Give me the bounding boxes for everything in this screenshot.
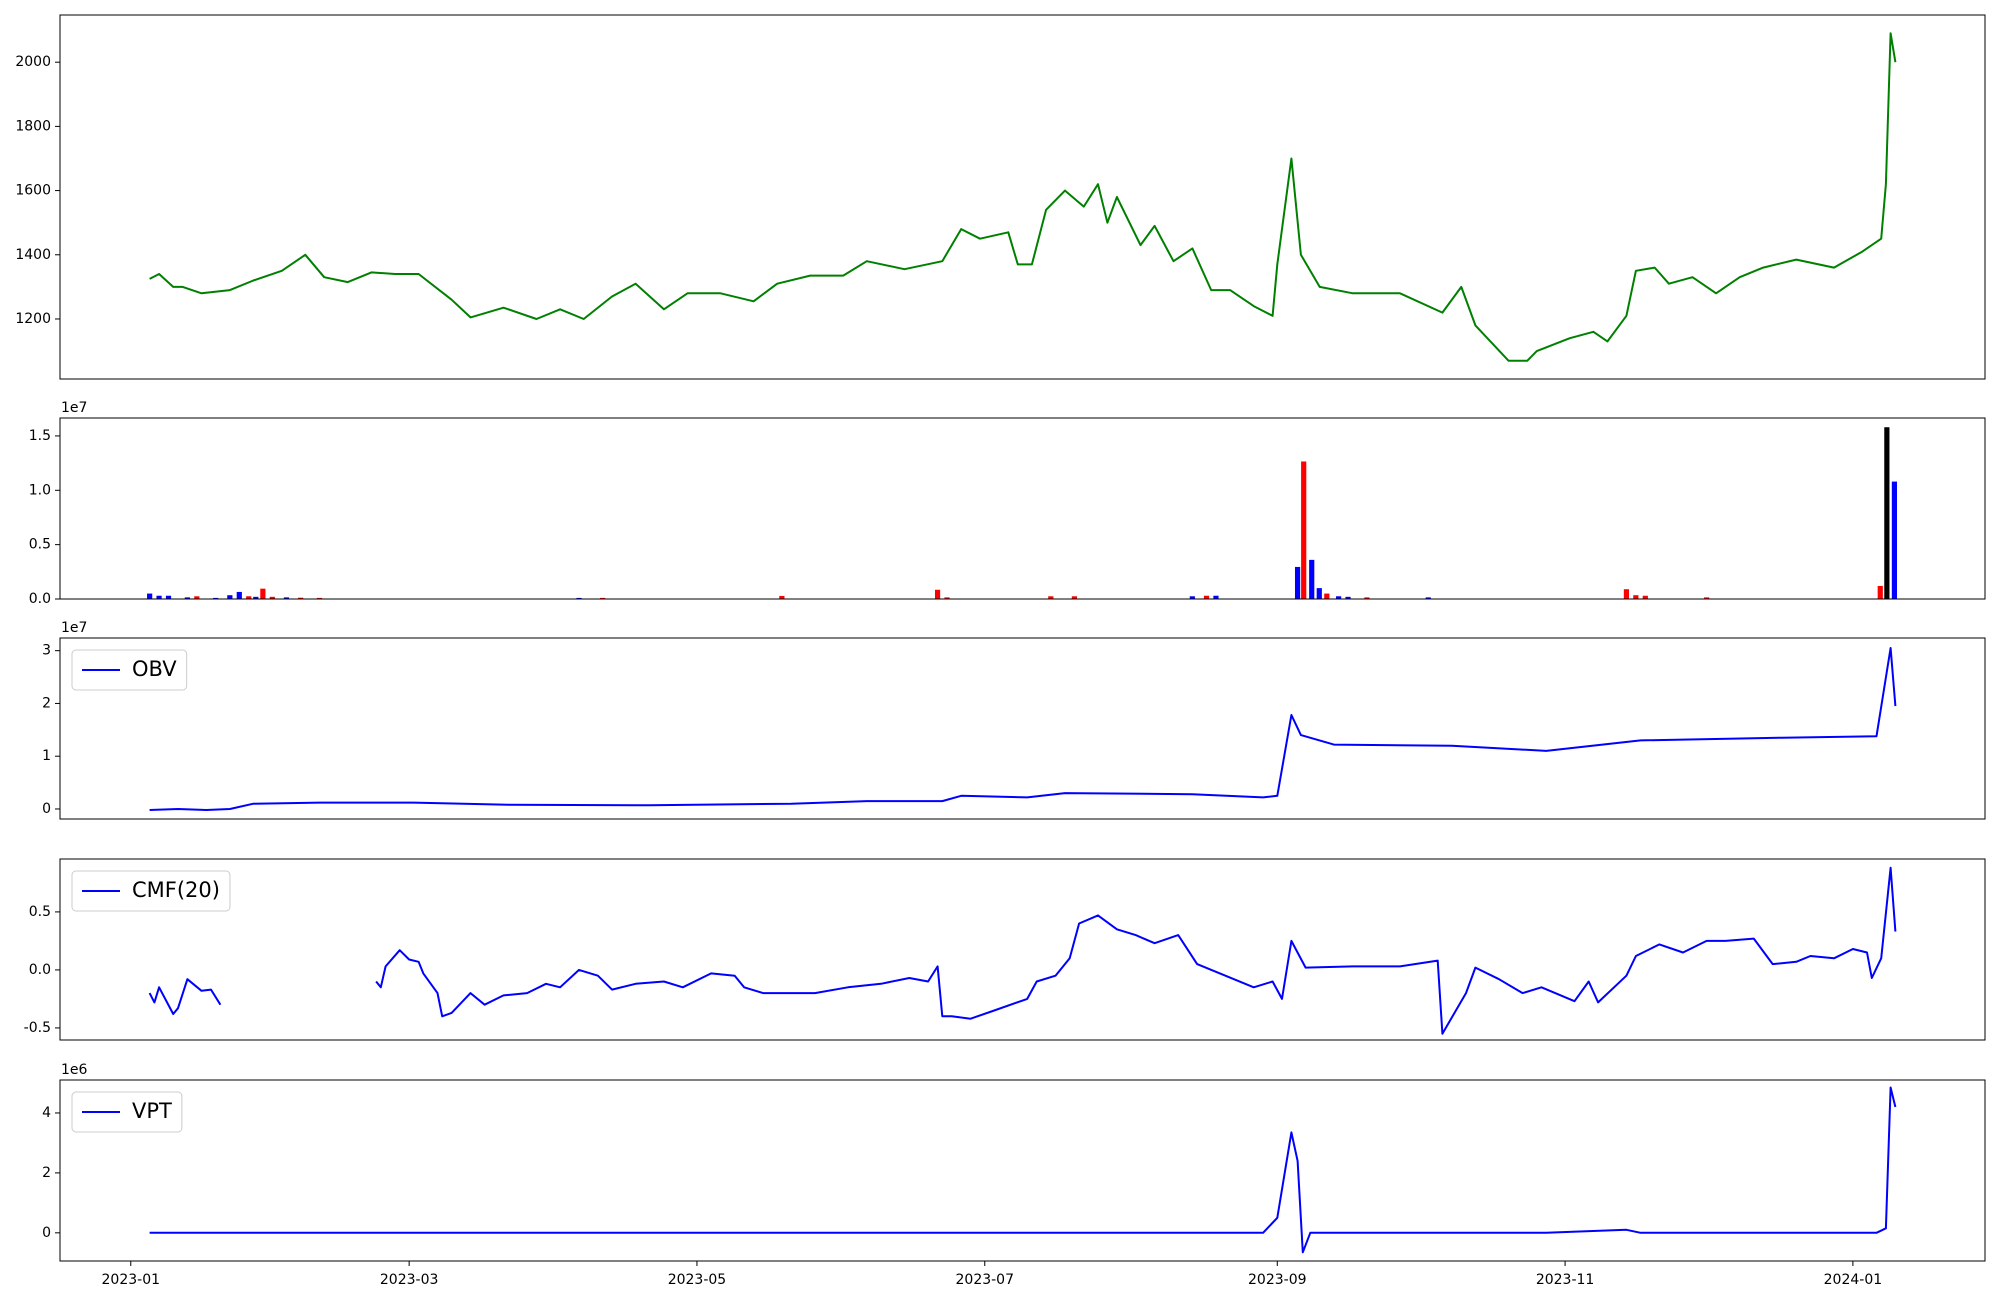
- y-tick-label: 2: [42, 1165, 51, 1181]
- bar: [298, 597, 304, 599]
- y-tick-label: 1600: [15, 183, 51, 199]
- bar: [1345, 596, 1351, 599]
- bar: [1623, 589, 1630, 599]
- bar: [260, 588, 266, 599]
- panel: 0 2 4 1e6 2023-01 2023-03 2023-05 2023-07 2023-0…: [42, 1062, 1986, 1288]
- axis-offset-label: 1e7: [61, 620, 87, 636]
- bar: [1213, 595, 1219, 599]
- y-tick-label: 1.0: [29, 482, 51, 498]
- panel: -0.5 0.0 0.5 CMF(20): [24, 858, 1986, 1041]
- y-tick-label: 0.0: [29, 962, 51, 978]
- panel: 0.0 0.5 1.0 1.5 1e7: [29, 400, 1986, 607]
- bar: [283, 597, 290, 599]
- legend: [71, 870, 231, 912]
- bar: [576, 597, 582, 599]
- bar: [1891, 481, 1898, 599]
- y-tick-label: -0.5: [24, 1020, 51, 1036]
- y-tick-label: 1200: [15, 311, 51, 327]
- bar: [1642, 595, 1648, 599]
- legend-label: OBV: [132, 657, 177, 681]
- x-tick-label: 2023-11: [1536, 1272, 1595, 1288]
- y-tick-label: 1.5: [29, 428, 51, 444]
- y-tick-label: 4: [42, 1105, 51, 1121]
- bar: [236, 591, 242, 599]
- y-tick-label: 1800: [15, 118, 51, 134]
- line-series: [148, 866, 1897, 1035]
- x-tick-label: 2023-07: [956, 1272, 1015, 1288]
- bar: [269, 596, 275, 599]
- bar: [1704, 597, 1710, 599]
- y-tick-label: 0: [42, 1225, 51, 1241]
- bar: [1364, 597, 1370, 599]
- bar: [1294, 566, 1301, 599]
- bar: [1301, 461, 1307, 599]
- legend: [71, 649, 188, 691]
- bar: [1309, 559, 1315, 599]
- bar: [1336, 596, 1342, 599]
- bar: [1425, 597, 1431, 599]
- line-series: [149, 1086, 1897, 1254]
- legend-label: VPT: [132, 1099, 172, 1123]
- bar: [1203, 595, 1210, 599]
- bar: [1189, 596, 1195, 599]
- x-tick-label: 2023-05: [668, 1272, 727, 1288]
- bar: [213, 597, 219, 599]
- x-tick-label: 2023-03: [380, 1272, 439, 1288]
- bar: [147, 593, 153, 599]
- y-tick-label: 0.5: [29, 537, 51, 553]
- axes-frame: [59, 858, 1986, 1041]
- bar: [1884, 427, 1890, 599]
- x-tick-label: 2024-01: [1824, 1272, 1883, 1288]
- y-tick-label: 2000: [15, 54, 51, 70]
- x-tick-label: 2023-09: [1248, 1272, 1307, 1288]
- bar: [1633, 595, 1639, 599]
- y-tick-label: 3: [42, 643, 51, 659]
- bar: [1048, 596, 1054, 599]
- y-tick-label: 1400: [15, 247, 51, 263]
- y-tick-label: 2: [42, 695, 51, 711]
- line-series: [149, 647, 1897, 811]
- bar: [599, 597, 606, 599]
- x-tick-label: 2023-01: [102, 1272, 161, 1288]
- bar: [194, 596, 200, 599]
- y-tick-label: 0.0: [29, 591, 51, 607]
- bar: [227, 595, 233, 599]
- y-tick-label: 0: [42, 801, 51, 817]
- bar: [944, 597, 950, 599]
- panel: 1200 1400 1600 1800 2000: [15, 14, 1986, 380]
- axes-frame: [59, 1079, 1986, 1262]
- bar: [934, 589, 941, 599]
- legend-label: CMF(20): [132, 878, 220, 902]
- bar: [184, 597, 190, 599]
- bar: [779, 595, 785, 599]
- y-tick-label: 0.5: [29, 904, 51, 920]
- bar: [246, 596, 252, 599]
- bar: [316, 597, 323, 599]
- bar: [165, 595, 172, 599]
- legend: [71, 1091, 183, 1133]
- bar: [156, 595, 162, 599]
- axis-offset-label: 1e7: [61, 400, 87, 416]
- bar: [1877, 585, 1883, 599]
- axes-frame: [59, 14, 1986, 380]
- bar: [1071, 596, 1077, 599]
- panel: 0 1 2 3 1e7 OBV: [42, 620, 1986, 820]
- axes-frame: [59, 417, 1986, 600]
- axes-frame: [59, 637, 1986, 820]
- y-tick-label: 1: [42, 748, 51, 764]
- bar: [1316, 588, 1322, 599]
- axis-offset-label: 1e6: [61, 1062, 88, 1078]
- bar: [253, 596, 259, 599]
- line-series: [149, 32, 1897, 362]
- bar: [1324, 593, 1330, 599]
